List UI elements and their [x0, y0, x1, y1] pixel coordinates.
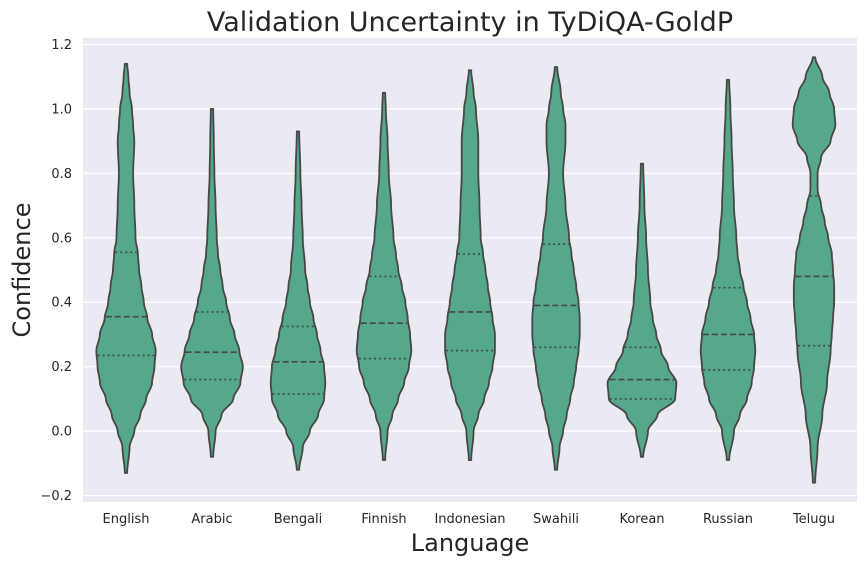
y-tick-label: 0.0 — [51, 425, 72, 440]
x-tick-label: Arabic — [191, 512, 232, 527]
x-tick-label: Telugu — [792, 512, 835, 527]
x-tick-label: Finnish — [361, 512, 406, 527]
violin-body — [269, 130, 327, 471]
violin-body — [95, 62, 157, 474]
violin-body — [606, 162, 678, 458]
x-tick-labels: English Arabic Bengali Finnish Indonesian Swa… — [103, 512, 836, 527]
violin-body — [699, 78, 757, 462]
x-axis-label: Language — [411, 529, 529, 557]
x-tick-label: Russian — [703, 512, 753, 527]
violin-body — [791, 56, 837, 484]
x-tick-label: English — [103, 512, 150, 527]
y-tick-label: 1.2 — [51, 38, 72, 53]
violin-body — [444, 69, 496, 462]
violin-body — [180, 107, 244, 458]
x-tick-label: Indonesian — [434, 512, 505, 527]
y-tick-label: 0.8 — [51, 167, 72, 182]
chart-title: Validation Uncertainty in TyDiQA-GoldP — [207, 7, 733, 38]
violin-body — [355, 91, 413, 462]
y-axis-label: Confidence — [8, 203, 36, 338]
y-tick-label: 0.2 — [51, 360, 72, 375]
y-tick-labels: −0.2 0.0 0.2 0.4 0.6 0.8 1.0 1.2 — [40, 38, 72, 504]
y-tick-label: 0.4 — [51, 296, 72, 311]
y-tick-label: 1.0 — [51, 102, 72, 117]
x-tick-label: Korean — [619, 512, 664, 527]
violins — [95, 56, 837, 484]
x-tick-label: Swahili — [533, 512, 579, 527]
y-tick-label: −0.2 — [40, 489, 72, 504]
x-tick-label: Bengali — [274, 512, 323, 527]
y-tick-label: 0.6 — [51, 231, 72, 246]
violin-body — [531, 66, 581, 471]
